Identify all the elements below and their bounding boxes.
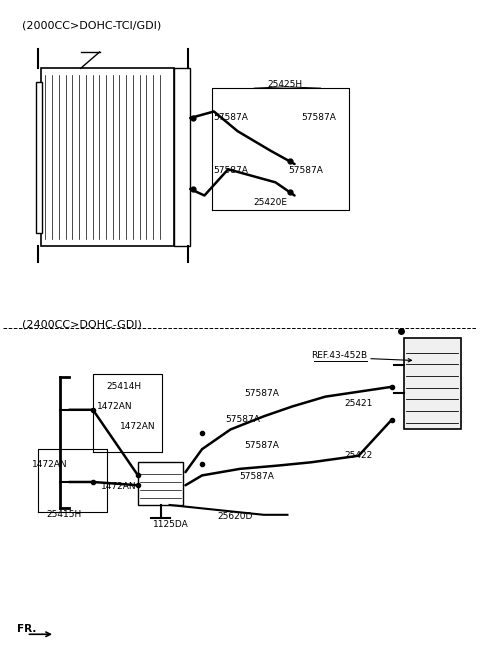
Text: 1472AN: 1472AN (101, 482, 137, 491)
Text: 25425H: 25425H (267, 80, 302, 89)
Text: FR.: FR. (17, 624, 36, 634)
Text: 1472AN: 1472AN (33, 459, 68, 469)
Text: 57587A: 57587A (225, 415, 260, 424)
Text: 25421: 25421 (344, 399, 373, 408)
Text: 1125DA: 1125DA (153, 520, 189, 529)
Text: 57587A: 57587A (244, 442, 279, 450)
Text: 57587A: 57587A (239, 472, 274, 481)
Text: 57587A: 57587A (244, 389, 279, 398)
Text: 25420E: 25420E (254, 199, 288, 207)
Text: REF.43-452B: REF.43-452B (312, 351, 368, 359)
Text: 25414H: 25414H (106, 382, 141, 391)
Text: 25415H: 25415H (47, 510, 82, 519)
Bar (41, 68, 174, 246)
Bar (174, 68, 190, 246)
Bar (36, 81, 42, 232)
Text: (2400CC>DOHC-GDI): (2400CC>DOHC-GDI) (22, 320, 142, 330)
Bar (404, 338, 461, 430)
Text: 57587A: 57587A (288, 166, 323, 175)
Text: (2000CC>DOHC-TCI/GDI): (2000CC>DOHC-TCI/GDI) (22, 21, 161, 30)
Bar (138, 462, 183, 505)
Text: 1472AN: 1472AN (120, 422, 156, 431)
Text: 57587A: 57587A (301, 113, 336, 122)
Text: 1472AN: 1472AN (96, 402, 132, 411)
Text: 25620D: 25620D (217, 512, 253, 520)
Text: 25422: 25422 (344, 451, 372, 460)
Text: 57587A: 57587A (213, 113, 248, 122)
Text: 57587A: 57587A (213, 166, 248, 175)
